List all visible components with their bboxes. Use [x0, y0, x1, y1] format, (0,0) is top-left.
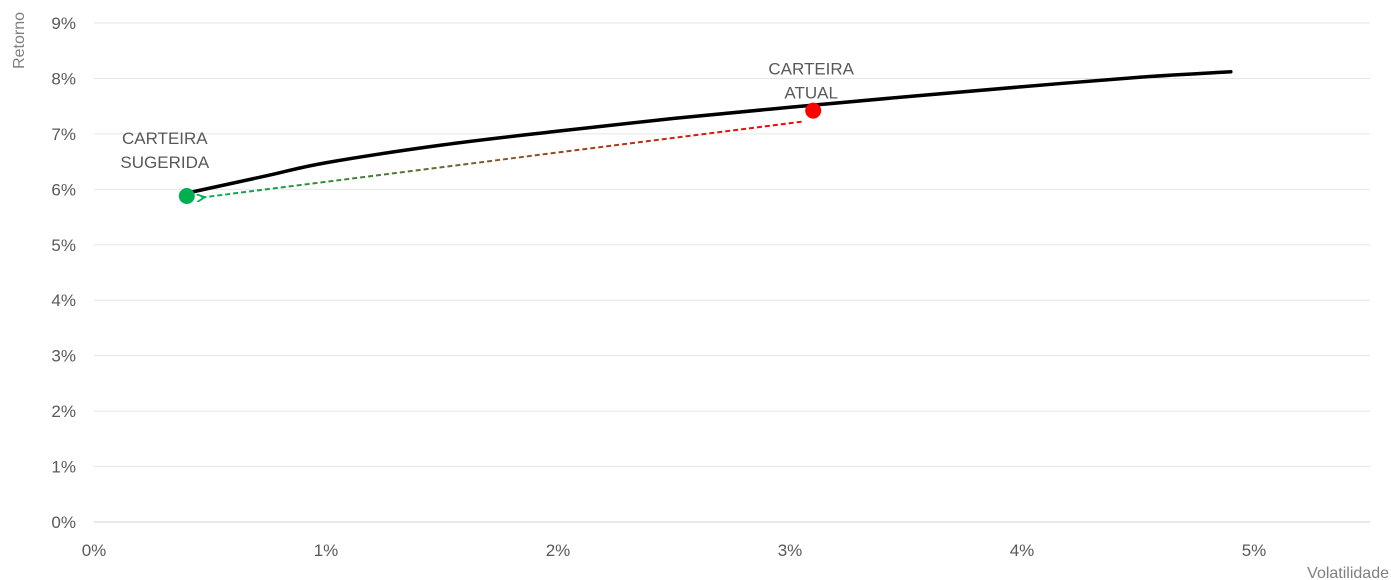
- y-tick-label: 3%: [51, 347, 76, 366]
- x-tick-label: 2%: [546, 541, 571, 560]
- series-layer: [189, 70, 1233, 194]
- portfolio-label: ATUAL: [784, 84, 838, 103]
- rebalance-arrow: [201, 120, 802, 198]
- x-tick-label: 0%: [82, 541, 107, 560]
- y-tick-label: 7%: [51, 125, 76, 144]
- x-tick-label: 1%: [314, 541, 339, 560]
- gridlines: [94, 22, 1370, 523]
- portfolio-point: [178, 187, 195, 204]
- y-tick-label: 5%: [51, 236, 76, 255]
- tick-labels: 0% 1% 2% 3% 4% 5% 6% 7% 8% 9% 0% 1% 2% 3% 4% 5%: [51, 14, 1266, 560]
- portfolio-point: [805, 102, 822, 119]
- y-tick-label: 0%: [51, 513, 76, 532]
- x-tick-label: 5%: [1242, 541, 1267, 560]
- y-tick-label: 8%: [51, 69, 76, 88]
- y-tick-label: 1%: [51, 458, 76, 477]
- highlight-layer: CARTEIRA SUGERIDA CARTEIRA ATUAL: [120, 60, 855, 204]
- y-tick-label: 2%: [51, 402, 76, 421]
- y-axis-title: Retorno: [11, 12, 28, 69]
- x-tick-label: 4%: [1010, 541, 1035, 560]
- arrow-layer: [201, 120, 802, 198]
- frontier-line: [189, 70, 1233, 194]
- y-tick-label: 9%: [51, 14, 76, 33]
- portfolio-label: SUGERIDA: [120, 153, 209, 172]
- y-tick-label: 4%: [51, 291, 76, 310]
- portfolio-label: CARTEIRA: [768, 60, 854, 79]
- portfolio-label: CARTEIRA: [122, 129, 208, 148]
- x-axis-title: Volatilidade: [1307, 565, 1389, 580]
- y-tick-label: 6%: [51, 180, 76, 199]
- x-tick-label: 3%: [778, 541, 803, 560]
